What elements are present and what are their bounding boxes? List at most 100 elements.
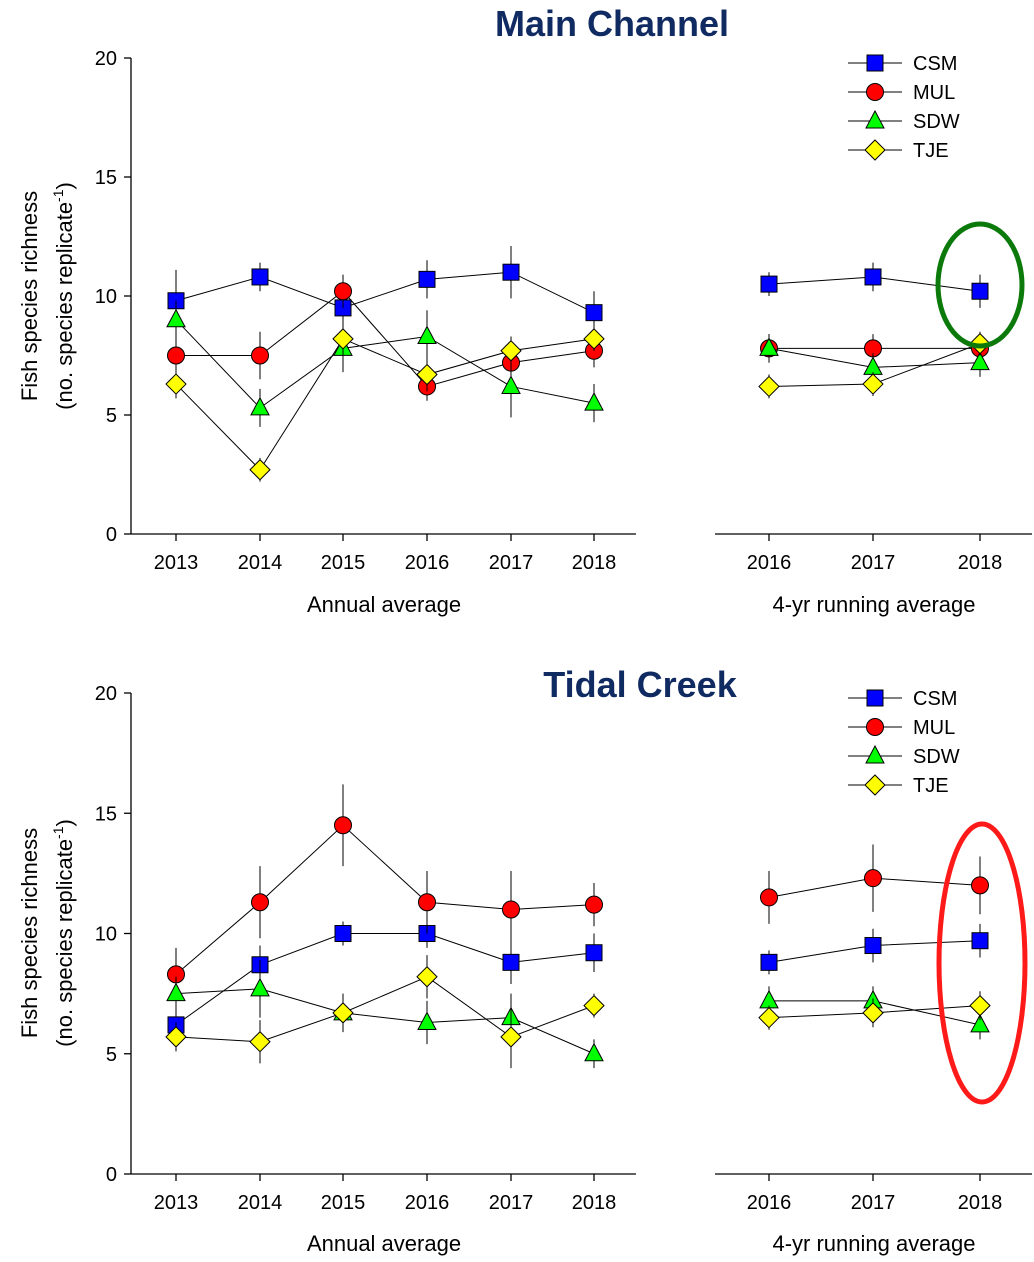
x-axis-label-running: 4-yr running average [772,592,975,617]
data-point-csm [502,953,520,971]
data-point-sdw [417,1011,437,1030]
data-point-tje [500,1026,522,1048]
x-axis-label-annual: Annual average [307,1231,461,1256]
series-line [175,976,595,1043]
x-ticks-running: 2016 2017 2018 [747,534,1003,574]
y-ticks: 0 5 10 15 20 [95,683,131,1186]
legend-marker-csm [866,54,884,72]
x-axis-label-running: 4-yr running average [772,1231,975,1256]
data-point-tje [583,328,605,350]
data-point-sdw [250,396,270,416]
y-axis-label-superscript: -1 [50,189,66,202]
x-tick-label: 2013 [154,552,199,574]
data-point-mul [251,893,269,912]
series-line [175,319,595,409]
legend-label: MUL [913,717,955,739]
data-point-csm [585,944,603,962]
data-point-mul [971,876,989,895]
data-point-mul [864,869,882,888]
data-point-tje [249,459,271,481]
y-tick-label: 20 [95,683,117,705]
x-tick-label: 2015 [321,1192,366,1214]
y-axis-label: (no. species replicate-1) [50,819,77,1047]
series-line [176,290,595,388]
y-ticks: 0 5 10 15 20 [95,48,131,546]
data-point-mul [167,346,185,365]
data-point-csm [251,268,269,286]
series-line [175,933,595,1026]
series-annual [165,784,605,1069]
legend-item-sdw: SDW [848,109,960,133]
data-point-sdw [584,1042,604,1062]
data-point-csm [971,282,989,300]
data-point-tje [332,328,354,350]
legend-marker-mul [866,718,884,736]
x-tick-label: 2016 [405,552,450,574]
x-tick-label: 2018 [572,1192,617,1214]
y-tick-label: 0 [106,1164,117,1186]
series-csm [167,246,603,335]
x-tick-label: 2018 [958,1192,1003,1214]
series-csm [167,919,603,1042]
data-point-sdw [759,337,779,356]
data-point-csm [864,937,882,955]
x-tick-label: 2016 [747,1192,792,1214]
legend-marker-sdw [865,744,885,764]
y-tick-label: 0 [106,524,117,546]
legend-item-csm: CSM [848,688,957,710]
data-point-tje [165,373,187,395]
y-tick-label: 10 [95,286,117,308]
x-tick-label: 2014 [238,552,283,574]
series-running [758,844,991,1040]
x-ticks-running: 2016 2017 2018 [747,1174,1003,1214]
series-mul [760,334,989,363]
data-point-mul [418,893,436,912]
series-line [175,338,595,471]
series-line [175,271,595,314]
x-tick-label: 2018 [958,552,1003,574]
y-tick-label: 15 [95,167,117,189]
series-mul [760,844,989,924]
series-line [175,988,595,1055]
data-point-mul [760,888,778,907]
series-tje [758,991,991,1030]
legend-marker-mul [866,83,884,101]
series-csm [760,262,989,308]
series-mul [167,784,603,1001]
y-axis-label-close: ) [52,819,77,826]
legend-label: SDW [913,746,960,768]
data-point-csm [334,925,352,942]
legend-marker-csm [866,689,884,707]
y-axis-label: Fish species richness [17,191,42,401]
data-point-sdw [759,989,779,1009]
y-axis-label-close: ) [52,182,77,189]
x-tick-label: 2017 [489,552,534,574]
series-annual [165,246,605,482]
legend-item-mul: MUL [848,717,955,739]
x-ticks-annual: 2013 2014 2015 2016 2017 2018 [154,534,616,574]
chart-title: Tidal Creek [543,664,737,705]
highlight-ellipse [935,221,1025,349]
data-point-tje [416,966,438,988]
legend-label: TJE [913,775,949,797]
data-point-tje [500,340,522,362]
chart-tidal-creek: Tidal Creek Fish species richness (no. s… [17,664,1032,1256]
data-point-sdw [250,977,270,997]
legend-marker-tje [864,774,886,796]
series-tje [165,322,605,482]
series-sdw [166,959,604,1069]
data-point-mul [585,895,603,914]
legend-marker-sdw [865,109,885,129]
x-tick-label: 2014 [238,1192,283,1214]
y-axis-label: (no. species replicate-1) [50,182,77,410]
chart-main-channel: Main Channel Fish species richness (no. … [17,3,1032,617]
y-tick-label: 5 [106,405,117,427]
y-tick-label: 5 [106,1044,117,1066]
series-csm [760,923,989,975]
x-axis-label-annual: Annual average [307,592,461,617]
data-point-tje [332,1002,354,1024]
legend-item-tje: TJE [848,774,949,797]
legend-marker-tje [864,139,886,161]
data-point-csm [760,953,778,971]
